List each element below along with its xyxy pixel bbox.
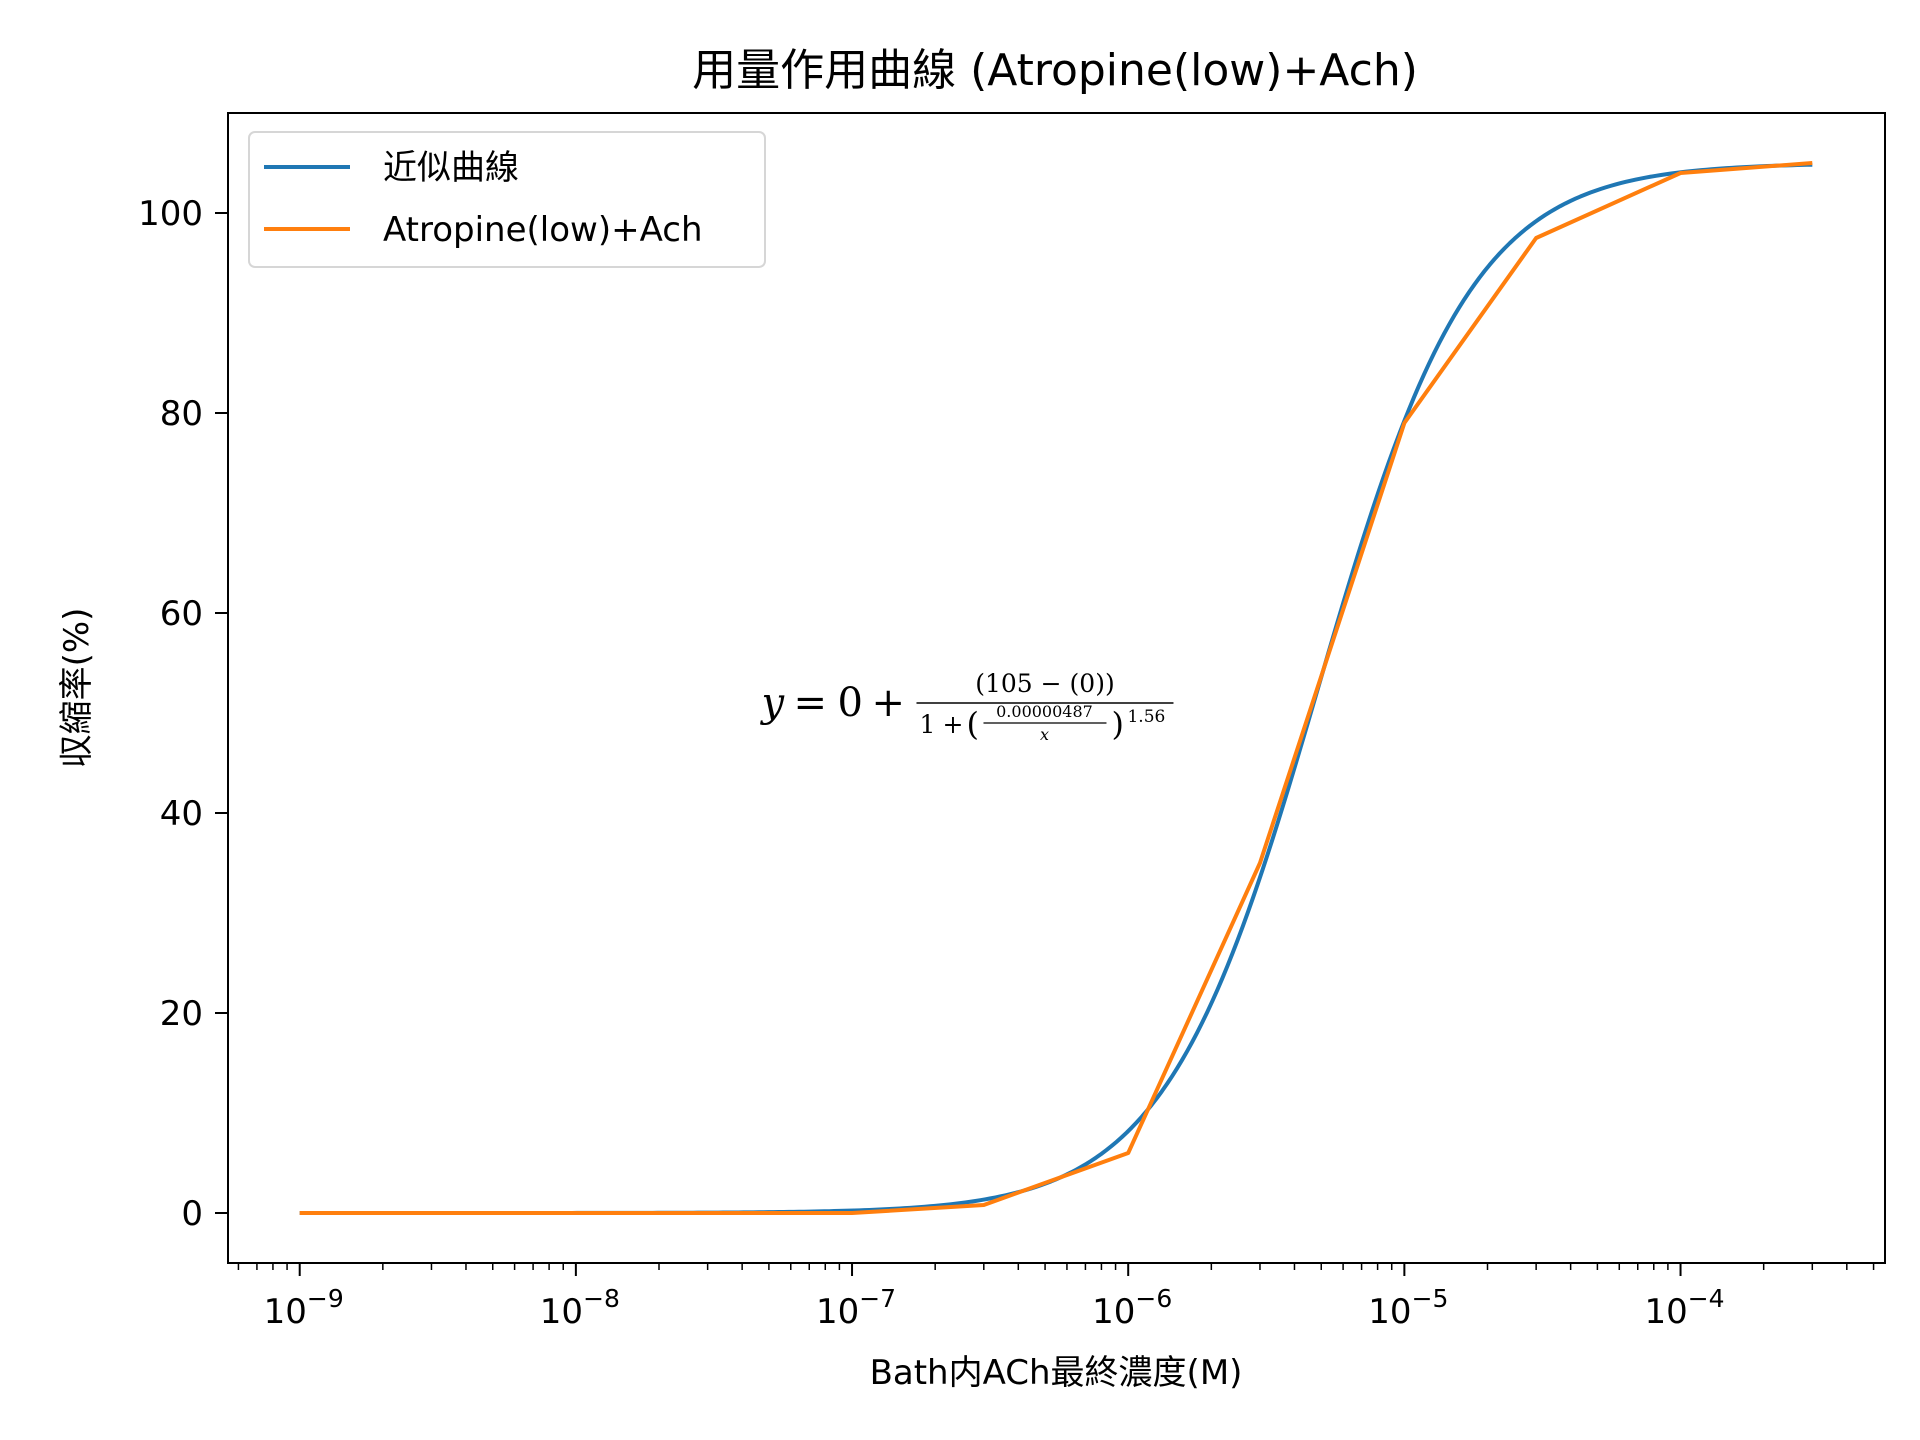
legend-label-fit: 近似曲線 [383,148,519,188]
x-tick-label: 10−7 [816,1284,896,1332]
y-tick-label: 20 [160,994,203,1034]
formula-denominator-plus: + [942,710,963,739]
series-layer [299,161,1813,1215]
x-tick-label: 10−5 [1368,1284,1448,1332]
formula-numerator: (105 − (0)) [975,669,1114,698]
x-axis-label: Bath内ACh最終濃度(M) [870,1353,1243,1393]
legend: 近似曲線 Atropine(low)+Ach [248,131,766,268]
formula-inner-numerator: 0.00000487 [996,702,1093,721]
formula-lhs: y [759,680,785,726]
formula-equals: = [793,680,827,726]
formula-zero: 0 [837,680,862,726]
formula-paren-open: ( [966,705,978,743]
formula-denominator-one: 1 [919,710,935,739]
y-tick-label: 0 [181,1194,203,1234]
y-tick-label: 100 [138,194,203,234]
formula-inner-denominator: x [1040,725,1049,744]
y-axis: 0 20 40 60 80 100 [138,194,228,1234]
chart-title: 用量作用曲線 (Atropine(low)+Ach) [692,45,1418,96]
plot-area: 10−9 10−8 10−7 10−6 10−5 10−4 0 20 40 60 80 100 [138,112,1886,1332]
legend-box [248,131,766,268]
plot-frame [227,112,1886,1264]
y-tick-label: 80 [160,394,203,434]
legend-label-data: Atropine(low)+Ach [383,210,703,250]
x-axis: 10−9 10−8 10−7 10−6 10−5 10−4 [237,1263,1875,1332]
y-axis-label: 収縮率(%) [57,608,97,769]
series-line-1 [299,161,1813,1215]
x-tick-label: 10−4 [1644,1284,1724,1332]
y-tick-label: 40 [160,794,203,834]
formula-plus: + [871,680,905,726]
y-tick-label: 60 [160,594,203,634]
formula-paren-close: ) [1111,705,1123,743]
x-tick-label: 10−8 [540,1284,620,1332]
x-tick-label: 10−9 [264,1284,344,1332]
x-tick-label: 10−6 [1092,1284,1172,1332]
formula-exponent: 1.56 [1127,707,1165,727]
